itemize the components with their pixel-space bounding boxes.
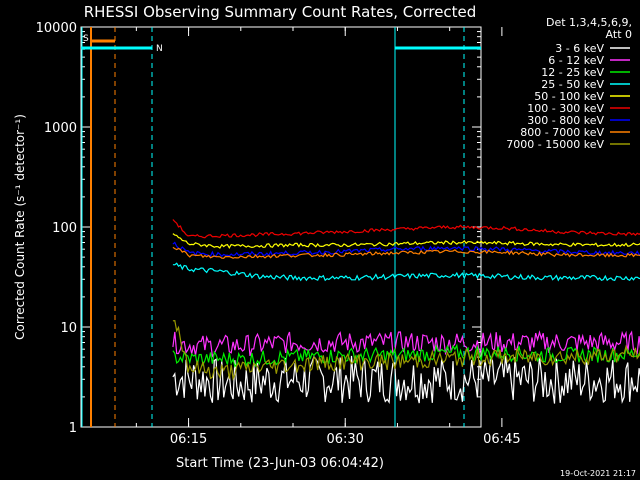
y-tick-label: 100 [52, 221, 77, 236]
legend-label: 100 - 300 keV [527, 102, 604, 115]
legend-header: Det 1,3,4,5,6,9, [546, 16, 632, 29]
series-line [172, 219, 640, 239]
legend-label: 7000 - 15000 keV [506, 138, 604, 151]
legend-label: 25 - 50 keV [541, 78, 604, 91]
legend-label: 6 - 12 keV [548, 54, 604, 67]
chart-title: RHESSI Observing Summary Count Rates, Co… [84, 3, 477, 21]
y-tick-label: 10000 [36, 21, 77, 36]
series-line [172, 330, 640, 358]
legend-label: 50 - 100 keV [534, 90, 604, 103]
series-line [172, 354, 640, 405]
x-axis-label: Start Time (23-Jun-03 06:04:42) [176, 456, 384, 471]
legend-label: 3 - 6 keV [555, 42, 604, 55]
series-line [172, 241, 640, 258]
series-line [172, 233, 640, 249]
series-line [172, 246, 640, 259]
legend-header: Att 0 [606, 28, 632, 41]
saa-label: S [83, 34, 89, 44]
legend-label: 300 - 800 keV [527, 114, 604, 127]
x-tick-label: 06:15 [170, 432, 207, 447]
footer-timestamp: 19-Oct-2021 21:17 [560, 469, 636, 478]
y-tick-label: 10 [60, 321, 77, 336]
series-line [172, 319, 640, 381]
legend-label: 800 - 7000 keV [520, 126, 604, 139]
series-line [172, 262, 640, 282]
series-line [172, 343, 640, 368]
night-label: N [156, 44, 163, 54]
x-tick-label: 06:45 [483, 432, 520, 447]
y-tick-label: 1000 [44, 121, 77, 136]
legend-label: 12 - 25 keV [541, 66, 604, 79]
y-tick-label: 1 [69, 421, 77, 436]
y-axis-label: Corrected Count Rate (s⁻¹ detector⁻¹) [13, 114, 27, 340]
x-tick-label: 06:30 [326, 432, 363, 447]
plot-area: 11010010001000006:1506:3006:4507:0007:15… [36, 21, 640, 447]
